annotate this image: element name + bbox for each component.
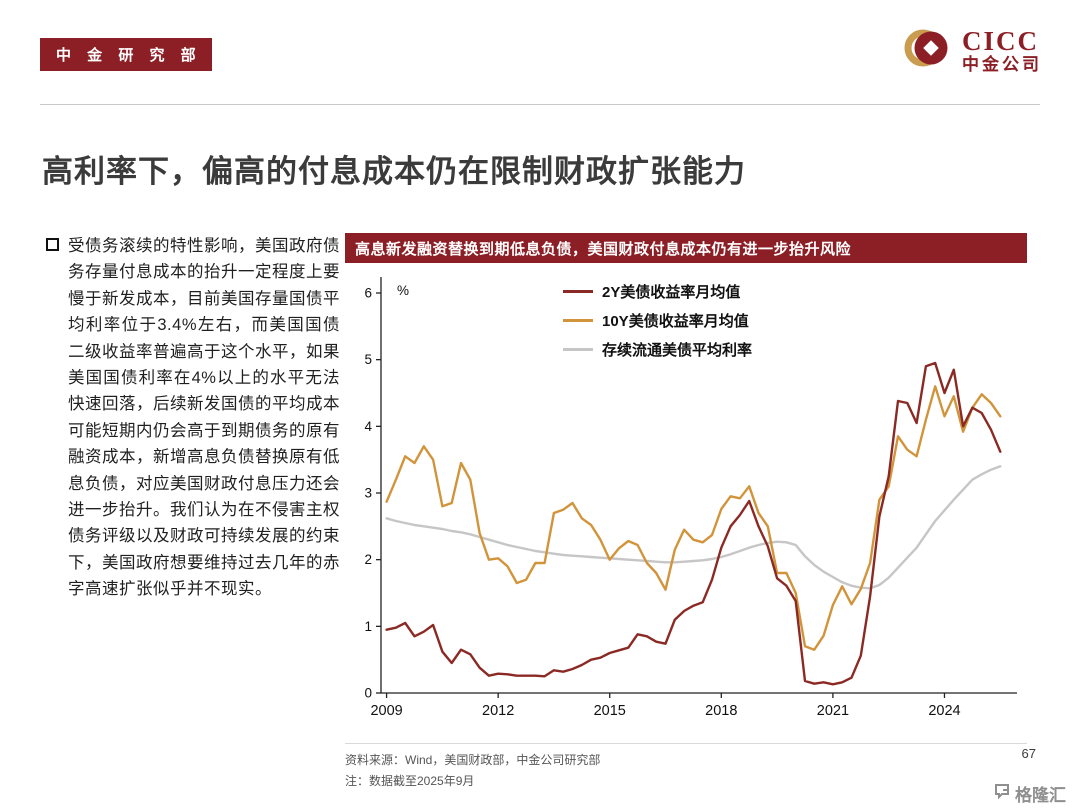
svg-text:5: 5 (364, 352, 372, 367)
note-line: 注：数据截至2025年9月 (345, 774, 475, 788)
legend-item-10y: 10Y美债收益率月均值 (563, 306, 752, 335)
svg-text:2021: 2021 (817, 703, 849, 719)
page-title: 高利率下，偏高的付息成本仍在限制财政扩张能力 (42, 154, 746, 189)
body-paragraph: 受债务滚续的特性影响，美国政府债务存量付息成本的抬升一定程度上要慢于新发成本，目… (68, 237, 340, 599)
legend-line-swatch-2y (563, 290, 593, 293)
legend-line-swatch-avg (563, 348, 593, 351)
chart-source-block: 资料来源：Wind，美国财政部，中金公司研究部 注：数据截至2025年9月 (345, 743, 1027, 792)
legend-label-avg: 存续流通美债平均利率 (602, 342, 753, 359)
gelonghui-logo-icon (994, 783, 1010, 804)
source-line: 资料来源：Wind，美国财政部，中金公司研究部 (345, 753, 601, 767)
svg-text:2018: 2018 (705, 703, 737, 719)
chart-panel: 高息新发融资替换到期低息负债，美国财政付息成本仍有进一步抬升风险 0 1 2 3 4 5 6… (345, 233, 1027, 792)
chart-legend: 2Y美债收益率月均值 10Y美债收益率月均值 存续流通美债平均利率 (563, 277, 752, 364)
cicc-logo: CICC 中金公司 (904, 24, 1042, 77)
chart-svg: 0 1 2 3 4 5 6 2009 2012 2015 2018 2021 2024% (364, 277, 1017, 719)
cicc-coin-icon (904, 24, 952, 77)
legend-line-swatch-10y (563, 319, 593, 322)
gelonghui-label: 格隆汇 (1015, 786, 1066, 805)
header-divider (40, 104, 1040, 105)
svg-text:6: 6 (364, 286, 372, 301)
legend-label-10y: 10Y美债收益率月均值 (602, 313, 749, 330)
svg-text:1: 1 (364, 619, 372, 634)
svg-text:0: 0 (364, 686, 372, 701)
svg-text:2024: 2024 (928, 703, 960, 719)
legend-label-2y: 2Y美债收益率月均值 (602, 284, 741, 301)
svg-text:2012: 2012 (482, 703, 514, 719)
department-badge: 中 金 研 究 部 (40, 38, 212, 71)
cicc-logo-name: CICC (962, 25, 1040, 56)
svg-text:%: % (397, 283, 409, 298)
legend-item-avg: 存续流通美债平均利率 (563, 335, 752, 364)
page-number: 67 (1021, 746, 1036, 761)
bullet-square-icon (46, 238, 59, 251)
cicc-logo-cn: 中金公司 (962, 54, 1042, 74)
chart-area: 0 1 2 3 4 5 6 2009 2012 2015 2018 2021 2024% 2Y美债收益率… (345, 263, 1027, 741)
chart-title-bar: 高息新发融资替换到期低息负债，美国财政付息成本仍有进一步抬升风险 (345, 233, 1027, 263)
body-bullet-block: 受债务滚续的特性影响，美国政府债务存量付息成本的抬升一定程度上要慢于新发成本，目… (46, 233, 340, 602)
svg-text:3: 3 (364, 486, 372, 501)
legend-item-2y: 2Y美债收益率月均值 (563, 277, 752, 306)
cicc-logo-text: CICC 中金公司 (962, 25, 1042, 75)
svg-text:2009: 2009 (370, 703, 402, 719)
svg-text:2015: 2015 (594, 703, 626, 719)
svg-text:2: 2 (364, 552, 372, 567)
svg-text:4: 4 (364, 419, 372, 434)
gelonghui-watermark: 格隆汇 (994, 781, 1066, 806)
